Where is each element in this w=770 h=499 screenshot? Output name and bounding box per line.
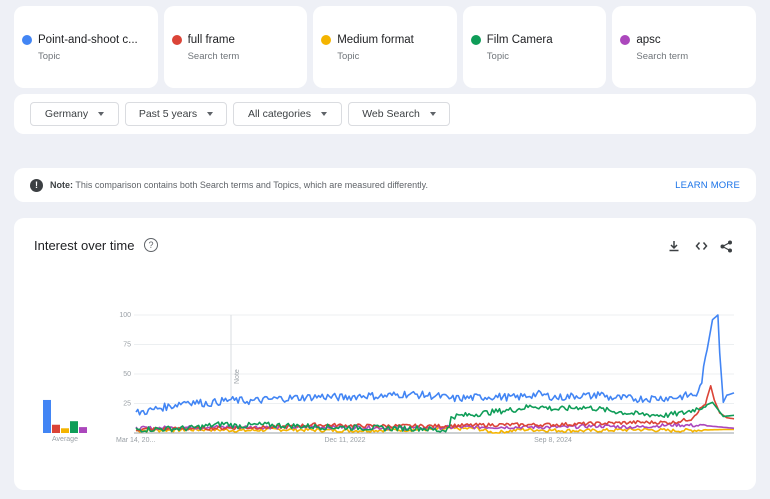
share-icon[interactable] — [718, 238, 734, 254]
term-card-point-and-shoot[interactable]: Point-and-shoot c... Topic — [14, 6, 158, 88]
term-type: Topic — [337, 51, 360, 62]
note-label: Note: — [50, 180, 73, 190]
dropdown-caret-icon — [321, 112, 328, 116]
region-dropdown[interactable]: Germany — [30, 102, 119, 126]
series-line — [135, 314, 735, 416]
help-icon[interactable]: ? — [144, 238, 158, 252]
average-bar — [61, 428, 69, 433]
dropdown-caret-icon — [98, 112, 105, 116]
term-card-film-camera[interactable]: Film Camera Topic — [462, 6, 607, 88]
series-lines — [135, 314, 735, 434]
term-type: Search term — [636, 51, 689, 62]
dropdown-caret-icon — [207, 112, 214, 116]
x-tick-label: Dec 11, 2022 — [324, 437, 365, 444]
dropdown-caret-icon — [429, 112, 436, 116]
region-value: Germany — [44, 108, 89, 120]
average-bar — [70, 421, 78, 433]
warning-icon: ! — [30, 178, 43, 192]
x-tick-label: Sep 8, 2024 — [534, 437, 572, 444]
y-tick-label: 50 — [123, 371, 131, 378]
series-color-dot — [470, 35, 481, 45]
learn-more-link[interactable]: LEARN MORE — [675, 179, 740, 191]
series-color-dot — [22, 35, 32, 45]
series-color-dot — [171, 35, 182, 45]
x-tick-label: Mar 14, 20... — [116, 437, 155, 444]
filter-bar: Germany Past 5 years All categories Web … — [14, 94, 756, 134]
category-value: All categories — [247, 108, 312, 120]
term-name: full frame — [187, 34, 235, 46]
category-dropdown[interactable]: All categories — [233, 102, 342, 126]
term-card-apsc[interactable]: apsc Search term — [612, 6, 756, 88]
term-type: Search term — [187, 51, 240, 62]
panel-title: Interest over time — [34, 238, 135, 253]
term-name: Film Camera — [486, 34, 553, 46]
term-name: apsc — [636, 34, 661, 46]
term-type: Topic — [486, 51, 509, 62]
note-marker-label: Note — [234, 369, 241, 384]
embed-icon[interactable] — [693, 238, 709, 254]
search-type-value: Web Search — [362, 108, 420, 120]
interest-chart: Average 100 75 50 25 Mar 14, 20... Dec 1… — [43, 312, 735, 444]
series-line — [135, 401, 735, 433]
time-range-value: Past 5 years — [138, 108, 198, 120]
note-message: This comparison contains both Search ter… — [75, 180, 429, 190]
y-tick-label: 25 — [123, 401, 131, 408]
time-range-dropdown[interactable]: Past 5 years — [125, 102, 227, 126]
term-card-medium-format[interactable]: Medium format Topic — [313, 6, 457, 88]
term-name: Point-and-shoot c... — [38, 34, 138, 46]
compare-terms: Point-and-shoot c... Topic full frame Se… — [14, 6, 756, 88]
average-bar — [52, 424, 60, 433]
average-label: Average — [52, 436, 78, 443]
term-name: Medium format — [337, 34, 414, 46]
download-icon[interactable] — [666, 238, 682, 254]
average-bar — [43, 399, 51, 433]
series-color-dot — [321, 35, 332, 45]
note-text: Note: This comparison contains both Sear… — [50, 180, 428, 190]
term-card-full-frame[interactable]: full frame Search term — [163, 6, 308, 88]
average-bars — [43, 399, 87, 433]
y-tick-label: 75 — [123, 342, 131, 349]
term-type: Topic — [38, 51, 61, 62]
interest-over-time-panel: Interest over time ? Average 100 75 50 2… — [14, 218, 756, 490]
series-line — [135, 385, 735, 432]
comparison-note: ! Note: This comparison contains both Se… — [14, 168, 756, 202]
search-type-dropdown[interactable]: Web Search — [348, 102, 450, 126]
y-tick-label: 100 — [119, 312, 131, 319]
series-color-dot — [620, 35, 631, 45]
average-bar — [79, 427, 87, 433]
